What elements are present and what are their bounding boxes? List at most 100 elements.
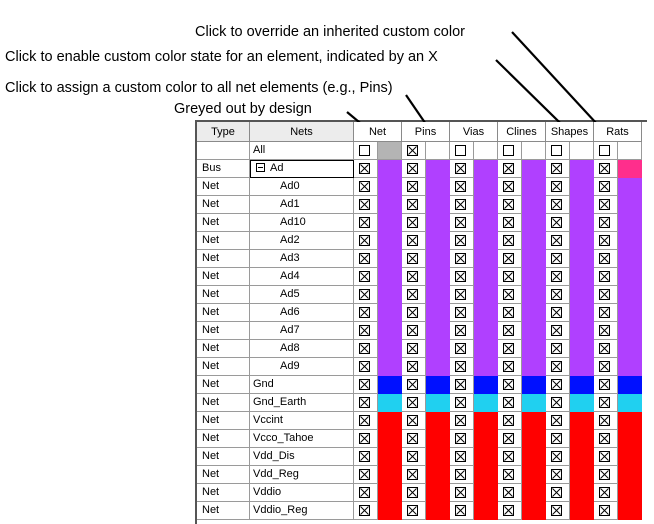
row-pins-state[interactable]	[402, 178, 426, 196]
custom-state-checkbox[interactable]	[503, 325, 514, 336]
row-net-state[interactable]	[354, 286, 378, 304]
row-pins-state[interactable]	[402, 430, 426, 448]
row-clines-color[interactable]	[522, 178, 546, 196]
row-rats-color[interactable]	[618, 376, 642, 394]
row-vias-state[interactable]	[450, 466, 474, 484]
row-pins-state[interactable]	[402, 466, 426, 484]
custom-state-checkbox[interactable]	[551, 343, 562, 354]
row-net-state[interactable]	[354, 214, 378, 232]
row-pins-color[interactable]	[426, 466, 450, 484]
custom-state-checkbox[interactable]	[503, 199, 514, 210]
row-shapes-state[interactable]	[546, 394, 570, 412]
row-pins-color[interactable]	[426, 376, 450, 394]
row-pins-state[interactable]	[402, 448, 426, 466]
custom-state-checkbox[interactable]	[599, 271, 610, 282]
row-rats-color[interactable]	[618, 484, 642, 502]
custom-state-checkbox[interactable]	[551, 199, 562, 210]
row-shapes-color[interactable]	[570, 484, 594, 502]
row-pins-state[interactable]	[402, 250, 426, 268]
row-shapes-color[interactable]	[570, 466, 594, 484]
row-net-name[interactable]: Vddio	[250, 484, 354, 502]
row-net-state[interactable]	[354, 448, 378, 466]
custom-state-checkbox[interactable]	[359, 469, 370, 480]
row-shapes-color[interactable]	[570, 214, 594, 232]
row-shapes-color[interactable]	[570, 178, 594, 196]
custom-state-checkbox[interactable]	[503, 235, 514, 246]
all-vias-checkbox[interactable]	[455, 145, 466, 156]
row-shapes-state[interactable]	[546, 448, 570, 466]
custom-state-checkbox[interactable]	[455, 253, 466, 264]
row-vias-state[interactable]	[450, 430, 474, 448]
all-net-checkbox[interactable]	[359, 145, 370, 156]
all-row-pins-state[interactable]	[402, 142, 426, 160]
all-row-clines-color[interactable]	[522, 142, 546, 160]
custom-state-checkbox[interactable]	[455, 487, 466, 498]
row-pins-state[interactable]	[402, 214, 426, 232]
custom-state-checkbox[interactable]	[599, 379, 610, 390]
row-shapes-state[interactable]	[546, 268, 570, 286]
row-clines-state[interactable]	[498, 412, 522, 430]
custom-state-checkbox[interactable]	[551, 487, 562, 498]
custom-state-checkbox[interactable]	[551, 217, 562, 228]
row-shapes-color[interactable]	[570, 304, 594, 322]
row-shapes-color[interactable]	[570, 376, 594, 394]
custom-state-checkbox[interactable]	[503, 253, 514, 264]
row-vias-color[interactable]	[474, 160, 498, 178]
row-rats-state[interactable]	[594, 232, 618, 250]
row-clines-state[interactable]	[498, 376, 522, 394]
row-rats-state[interactable]	[594, 484, 618, 502]
row-shapes-color[interactable]	[570, 250, 594, 268]
custom-state-checkbox[interactable]	[551, 433, 562, 444]
row-shapes-state[interactable]	[546, 466, 570, 484]
custom-state-checkbox[interactable]	[407, 163, 418, 174]
row-pins-color[interactable]	[426, 286, 450, 304]
custom-state-checkbox[interactable]	[455, 181, 466, 192]
row-shapes-color[interactable]	[570, 430, 594, 448]
row-pins-color[interactable]	[426, 268, 450, 286]
row-clines-color[interactable]	[522, 286, 546, 304]
row-shapes-color[interactable]	[570, 286, 594, 304]
row-shapes-state[interactable]	[546, 322, 570, 340]
custom-state-checkbox[interactable]	[455, 307, 466, 318]
row-vias-state[interactable]	[450, 250, 474, 268]
row-pins-state[interactable]	[402, 304, 426, 322]
row-rats-state[interactable]	[594, 430, 618, 448]
custom-state-checkbox[interactable]	[455, 289, 466, 300]
row-net-state[interactable]	[354, 484, 378, 502]
row-vias-state[interactable]	[450, 322, 474, 340]
row-clines-color[interactable]	[522, 268, 546, 286]
row-net-name[interactable]: Ad8	[250, 340, 354, 358]
row-vias-color[interactable]	[474, 448, 498, 466]
row-rats-color[interactable]	[618, 394, 642, 412]
custom-state-checkbox[interactable]	[503, 433, 514, 444]
custom-state-checkbox[interactable]	[359, 397, 370, 408]
row-clines-color[interactable]	[522, 232, 546, 250]
row-vias-state[interactable]	[450, 214, 474, 232]
custom-state-checkbox[interactable]	[503, 163, 514, 174]
custom-state-checkbox[interactable]	[455, 325, 466, 336]
row-clines-color[interactable]	[522, 358, 546, 376]
row-net-state[interactable]	[354, 250, 378, 268]
row-clines-state[interactable]	[498, 268, 522, 286]
row-net-color[interactable]	[378, 484, 402, 502]
custom-state-checkbox[interactable]	[599, 451, 610, 462]
row-shapes-color[interactable]	[570, 358, 594, 376]
custom-state-checkbox[interactable]	[407, 379, 418, 390]
row-net-color[interactable]	[378, 340, 402, 358]
row-shapes-state[interactable]	[546, 430, 570, 448]
row-vias-color[interactable]	[474, 286, 498, 304]
row-pins-state[interactable]	[402, 394, 426, 412]
row-pins-color[interactable]	[426, 214, 450, 232]
custom-state-checkbox[interactable]	[503, 379, 514, 390]
row-pins-color[interactable]	[426, 250, 450, 268]
custom-state-checkbox[interactable]	[599, 433, 610, 444]
custom-state-checkbox[interactable]	[359, 163, 370, 174]
row-shapes-state[interactable]	[546, 286, 570, 304]
row-pins-state[interactable]	[402, 160, 426, 178]
row-rats-state[interactable]	[594, 286, 618, 304]
custom-state-checkbox[interactable]	[551, 307, 562, 318]
custom-state-checkbox[interactable]	[503, 181, 514, 192]
custom-state-checkbox[interactable]	[455, 199, 466, 210]
row-rats-color[interactable]	[618, 178, 642, 196]
row-rats-state[interactable]	[594, 502, 618, 520]
